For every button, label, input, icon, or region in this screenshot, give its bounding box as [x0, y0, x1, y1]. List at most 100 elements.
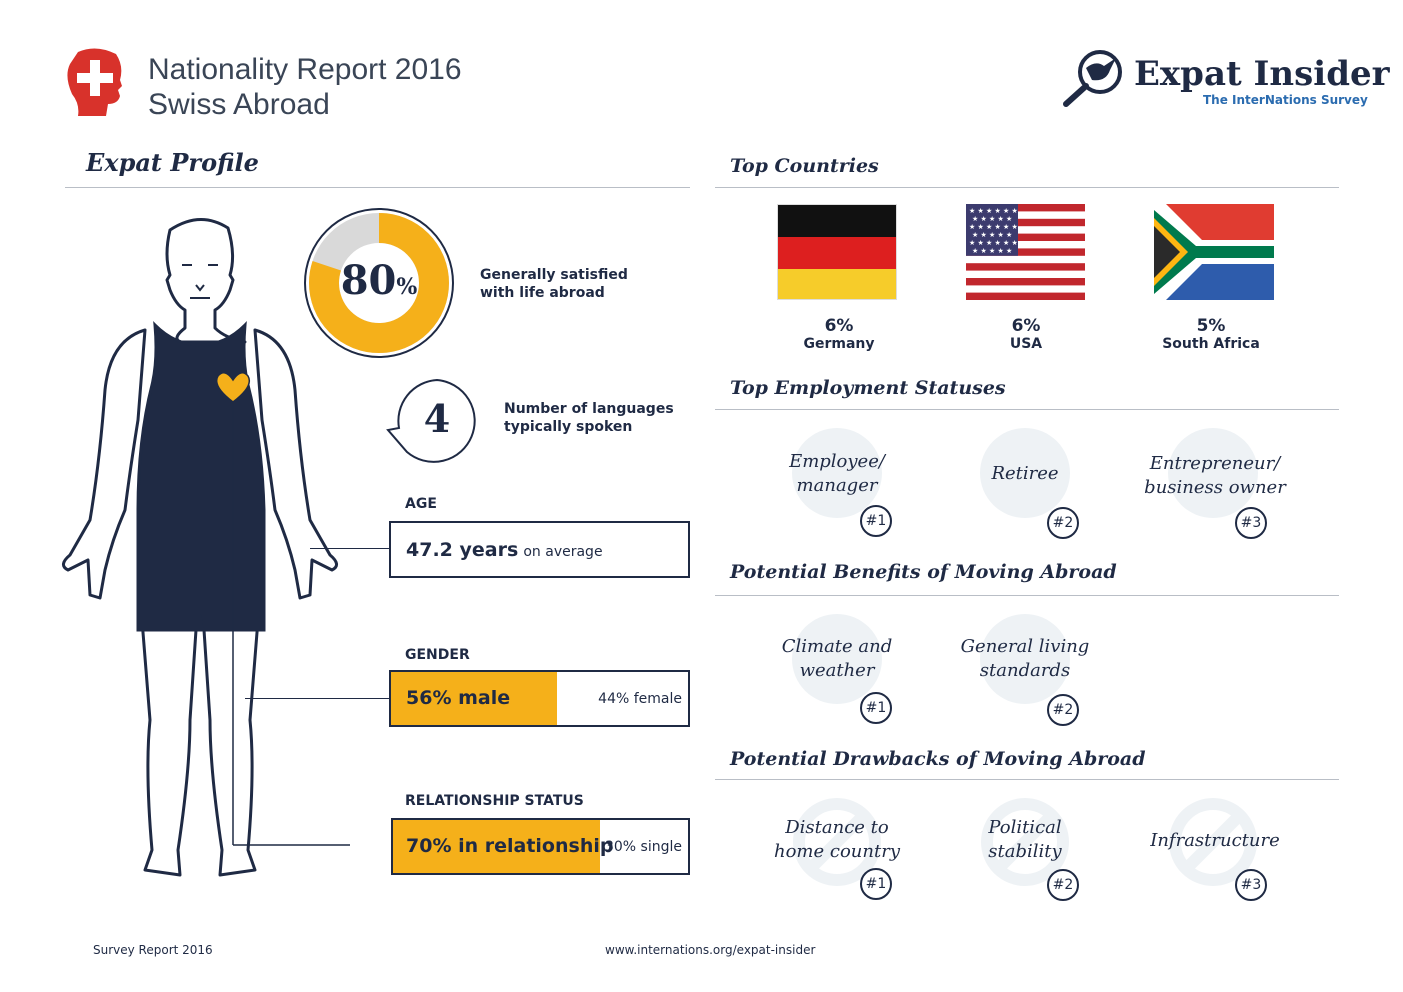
satisfaction-label-line1: Generally satisfied	[480, 267, 628, 283]
divider	[715, 409, 1339, 410]
brand-name: Expat Insider	[1134, 54, 1390, 94]
gender-connector	[245, 698, 390, 699]
age-value: 47.2 years	[406, 539, 519, 561]
brand-tagline: The InterNations Survey	[1203, 93, 1368, 107]
rank-badge: #1	[860, 505, 892, 537]
age-suffix: on average	[523, 544, 603, 560]
employment-label-line1: Entrepreneur/	[1149, 453, 1281, 474]
rank-badge: #2	[1047, 694, 1079, 726]
employment-label-line2: business owner	[1144, 477, 1286, 498]
divider	[715, 595, 1339, 596]
country-pct: 6%	[1011, 316, 1041, 336]
report-title-line2: Swiss Abroad	[148, 88, 330, 121]
svg-text:★ ★ ★ ★ ★: ★ ★ ★ ★ ★	[972, 215, 1012, 223]
drawback-item-3: Infrastructure	[1130, 829, 1300, 853]
employment-item-3: Entrepreneur/ business owner	[1125, 452, 1305, 500]
country-name: South Africa	[1162, 336, 1260, 352]
flag-germany	[777, 204, 897, 300]
employment-item-2: Retiree	[945, 462, 1105, 486]
age-title: AGE	[405, 496, 437, 512]
satisfaction-arc	[309, 213, 449, 353]
languages-label-line1: Number of languages	[504, 401, 674, 417]
employment-label-line2: manager	[796, 475, 878, 496]
drawback-label-line1: Distance to	[785, 817, 889, 838]
drawback-item-1: Distance to home country	[752, 816, 922, 864]
gender-bar: 56% male 44% female	[389, 670, 690, 727]
country-name: Germany	[803, 336, 875, 352]
svg-text:★ ★ ★ ★ ★ ★: ★ ★ ★ ★ ★ ★	[969, 207, 1018, 215]
rank-badge: #2	[1047, 869, 1079, 901]
no-sign-icon	[980, 797, 1070, 887]
benefit-item-1: Climate and weather	[757, 635, 917, 683]
report-title: Nationality Report 2016 Swiss Abroad	[148, 52, 462, 122]
svg-text:★ ★ ★ ★ ★ ★: ★ ★ ★ ★ ★ ★	[969, 239, 1018, 247]
country-south-africa: 5% South Africa	[1141, 316, 1281, 352]
no-sign-icon	[792, 797, 882, 887]
satisfaction-unit: %	[396, 274, 418, 300]
languages-label: Number of languages typically spoken	[504, 400, 674, 436]
entrepreneur-icon-bg	[1168, 428, 1258, 518]
employment-label-line1: Employee/	[789, 451, 885, 472]
satisfaction-value: 80	[340, 257, 397, 304]
employee-icon-bg	[792, 428, 882, 518]
benefit-label-line1: General living	[960, 636, 1090, 657]
drawback-label-line1: Political	[988, 817, 1062, 838]
age-box: 47.2 years on average	[389, 521, 690, 578]
country-usa: 6% USA	[966, 316, 1086, 352]
climate-icon-bg	[792, 614, 882, 704]
divider	[715, 779, 1339, 780]
satisfaction-label-line2: with life abroad	[480, 285, 605, 301]
satisfaction-donut: 80%	[303, 207, 455, 359]
svg-text:★ ★ ★ ★ ★: ★ ★ ★ ★ ★	[972, 231, 1012, 239]
country-germany: 6% Germany	[779, 316, 899, 352]
living-standards-icon-bg	[980, 614, 1070, 704]
magnifier-bird-icon	[1062, 48, 1126, 108]
benefits-title: Potential Benefits of Moving Abroad	[730, 561, 1117, 583]
footer-url[interactable]: www.internations.org/expat-insider	[605, 943, 816, 957]
flag-south-africa	[1154, 204, 1274, 300]
benefit-item-2: General living standards	[940, 635, 1110, 683]
benefit-label-line2: standards	[979, 660, 1071, 681]
body-figure	[50, 210, 390, 885]
swiss-head-logo	[66, 46, 126, 118]
benefit-label-line1: Climate and	[781, 636, 893, 657]
languages-value: 4	[423, 396, 451, 441]
rank-badge: #1	[860, 692, 892, 724]
flag-usa: ★ ★ ★ ★ ★ ★ ★ ★ ★ ★ ★ ★ ★ ★ ★ ★ ★ ★ ★ ★ …	[966, 204, 1085, 300]
relationship-title: RELATIONSHIP STATUS	[405, 793, 584, 809]
drawback-item-2: Political stability	[945, 816, 1105, 864]
gender-main: 56% male	[406, 687, 511, 709]
rank-badge: #1	[860, 868, 892, 900]
gender-bar-fill	[391, 672, 558, 725]
top-countries-title: Top Countries	[730, 155, 879, 177]
rank-badge: #2	[1047, 507, 1079, 539]
gender-title: GENDER	[405, 647, 470, 663]
expat-profile-title: Expat Profile	[86, 148, 259, 177]
employment-title: Top Employment Statuses	[730, 377, 1006, 399]
age-connector	[310, 548, 390, 549]
benefit-label-line2: weather	[799, 660, 875, 681]
rank-badge: #3	[1235, 869, 1267, 901]
employment-label-line1: Retiree	[991, 463, 1059, 484]
report-title-line1: Nationality Report 2016	[148, 53, 462, 86]
country-pct: 6%	[824, 316, 854, 336]
drawback-label-line2: home country	[774, 841, 900, 862]
relationship-bar-fill	[393, 820, 600, 873]
drawbacks-title: Potential Drawbacks of Moving Abroad	[730, 748, 1146, 770]
svg-text:★ ★ ★ ★ ★ ★: ★ ★ ★ ★ ★ ★	[969, 223, 1018, 231]
rank-badge: #3	[1235, 507, 1267, 539]
divider	[65, 187, 690, 188]
footer-left: Survey Report 2016	[93, 943, 213, 957]
relationship-other: 30% single	[604, 839, 682, 855]
relationship-main: 70% in relationship	[406, 835, 614, 857]
employment-item-1: Employee/ manager	[757, 450, 917, 498]
gender-other: 44% female	[598, 691, 682, 707]
relationship-bar: 70% in relationship 30% single	[391, 818, 690, 875]
satisfaction-label: Generally satisfied with life abroad	[480, 266, 628, 302]
languages-bubble: 4	[385, 378, 485, 464]
divider	[715, 187, 1339, 188]
drawback-label-line1: Infrastructure	[1150, 830, 1280, 851]
country-pct: 5%	[1196, 316, 1226, 336]
drawback-label-line2: stability	[988, 841, 1062, 862]
retiree-icon-bg	[980, 428, 1070, 518]
